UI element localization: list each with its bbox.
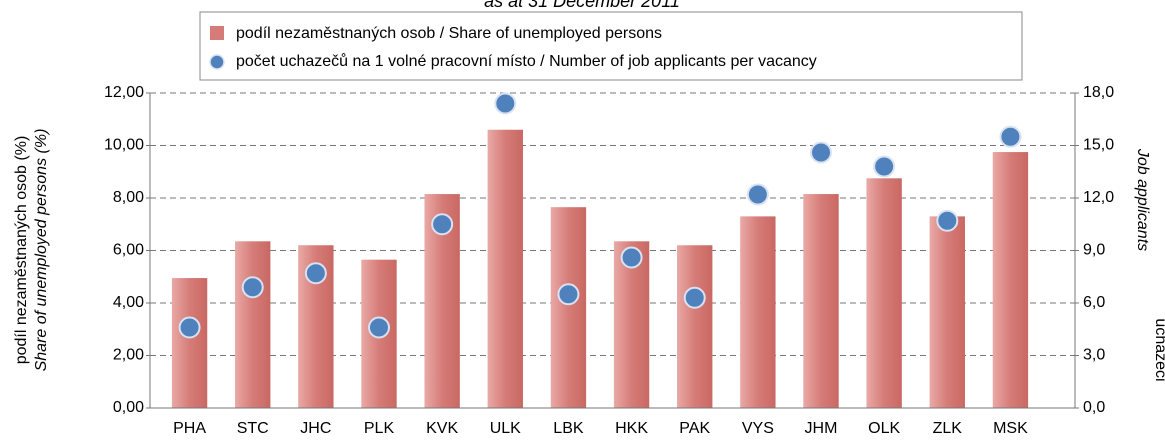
x-tick-label: LBK (553, 420, 584, 437)
dot (178, 316, 201, 339)
dot (873, 155, 896, 178)
bar (992, 152, 1029, 408)
bar (803, 194, 839, 408)
x-tick-label: ZLK (933, 420, 963, 437)
dot (810, 141, 832, 164)
y2-tick-label: 9,0 (1083, 242, 1105, 259)
x-tick-label: JHM (805, 420, 838, 437)
legend-label: podíl nezaměstnaných osob / Share of une… (236, 25, 662, 42)
x-tick-label: HKK (615, 420, 648, 437)
dot (557, 283, 580, 306)
dot (999, 125, 1022, 148)
x-tick-label: PLK (364, 420, 395, 437)
dot (368, 316, 390, 339)
y2-tick-label: 18,0 (1083, 84, 1114, 101)
x-tick-label: OLK (868, 420, 900, 437)
dot (304, 262, 327, 285)
dot (936, 209, 959, 232)
x-tick-label: MSK (993, 420, 1028, 437)
bar (487, 129, 523, 408)
y2-axis-label-en: Job applicants (1134, 148, 1151, 251)
dot (620, 246, 643, 269)
y-axis-label-en: Share of unemployed persons (%) (33, 129, 50, 372)
y-tick-label: 6,00 (113, 242, 144, 259)
bar (613, 241, 650, 408)
y-tick-label: 4,00 (113, 294, 144, 311)
y2-tick-label: 15,0 (1083, 137, 1114, 154)
legend-box (199, 11, 1023, 81)
x-tick-label: PAK (679, 420, 710, 437)
x-tick-label: STC (237, 420, 269, 437)
legend-label: počet uchazečů na 1 volné pracovní místo… (236, 52, 817, 70)
x-tick-label: ULK (490, 420, 521, 437)
y2-tick-label: 0,0 (1083, 399, 1105, 416)
legend-swatch (209, 54, 225, 70)
x-tick-label: JHC (300, 420, 331, 437)
bar (235, 241, 271, 408)
bar (677, 245, 713, 408)
y2-tick-label: 12,0 (1083, 189, 1114, 206)
y-tick-label: 10,00 (104, 137, 144, 154)
y2-tick-label: 3,0 (1083, 347, 1105, 364)
bar (929, 216, 965, 408)
y-tick-label: 8,00 (113, 189, 144, 206)
bar (550, 207, 587, 408)
dot (431, 213, 454, 236)
x-tick-label: PHA (173, 420, 206, 437)
dot (494, 92, 517, 115)
dot (683, 286, 706, 309)
chart-title: as at 31 December 2011 (484, 0, 680, 11)
x-tick-label: KVK (426, 420, 458, 437)
y2-axis-label: uchazeči (1152, 318, 1165, 381)
bar (171, 278, 208, 408)
x-tick-label: VYS (742, 420, 774, 437)
y-axis-label: podíl nezaměstnaných osob (%) (13, 136, 30, 365)
bar (740, 216, 776, 408)
legend-swatch (210, 26, 224, 40)
bar (866, 178, 902, 408)
dot (746, 183, 769, 206)
y2-tick-label: 6,0 (1083, 294, 1105, 311)
y-tick-label: 0,00 (113, 399, 144, 416)
y-tick-label: 2,00 (113, 347, 144, 364)
dot (241, 276, 264, 299)
y-tick-label: 12,00 (104, 84, 144, 101)
